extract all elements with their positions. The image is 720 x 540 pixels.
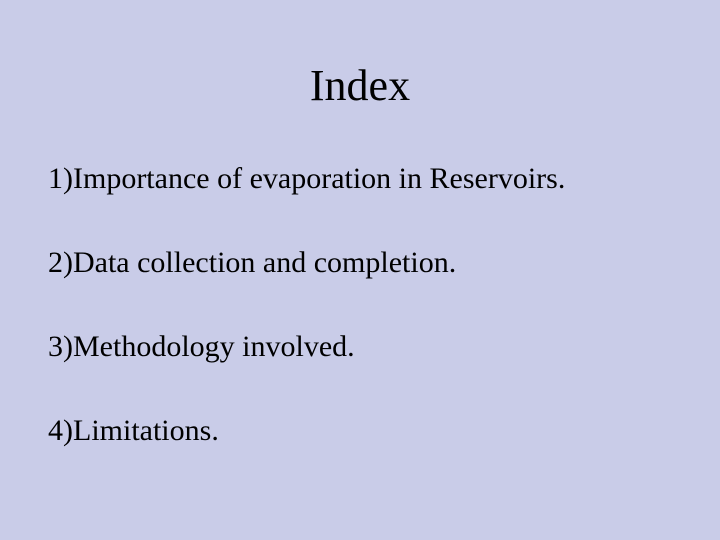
list-item: 2)Data collection and completion.	[48, 245, 680, 281]
list-item: 4)Limitations.	[48, 413, 680, 449]
list-item: 1)Importance of evaporation in Reservoir…	[48, 161, 680, 197]
index-list: 1)Importance of evaporation in Reservoir…	[40, 161, 680, 449]
slide-container: Index 1)Importance of evaporation in Res…	[0, 0, 720, 540]
list-item: 3)Methodology involved.	[48, 329, 680, 365]
page-title: Index	[40, 60, 680, 111]
